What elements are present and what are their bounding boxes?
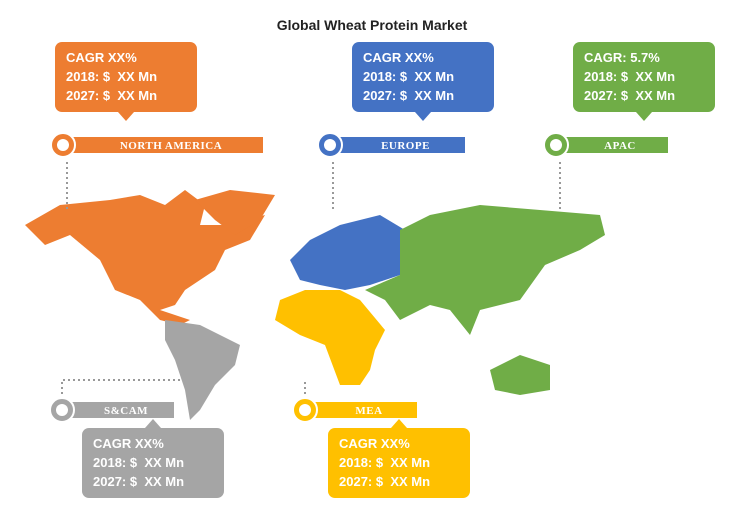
callout-line: 2018: $ XX Mn	[93, 455, 184, 470]
callout-box	[352, 42, 494, 112]
europe	[290, 215, 405, 290]
region-label: APAC	[604, 140, 636, 152]
world-map	[25, 190, 605, 420]
asia	[365, 205, 605, 335]
region-band	[330, 137, 465, 153]
region-label: NORTH AMERICA	[120, 140, 222, 152]
callout-line: 2027: $ XX Mn	[66, 88, 157, 103]
south-america	[165, 320, 240, 420]
callout-line: 2018: $ XX Mn	[363, 69, 454, 84]
callout-line: CAGR XX%	[93, 436, 164, 451]
region-band	[305, 402, 417, 418]
callout-box	[82, 428, 224, 498]
callout-line: 2018: $ XX Mn	[66, 69, 157, 84]
callout-box	[55, 42, 197, 112]
region-icon-inner	[299, 404, 311, 416]
callout-line: CAGR: 5.7%	[584, 50, 660, 65]
region-callout: NORTH AMERICA CAGR XX% 2018: $ XX Mn 2027: …	[50, 42, 263, 210]
callout-line: 2027: $ XX Mn	[584, 88, 675, 103]
region-icon-inner	[56, 404, 68, 416]
region-label: MEA	[355, 405, 382, 417]
region-band	[556, 137, 668, 153]
callout-line: 2027: $ XX Mn	[93, 474, 184, 489]
connector	[61, 379, 180, 394]
callout-line: 2027: $ XX Mn	[339, 474, 430, 489]
africa	[275, 290, 385, 385]
callout-line: CAGR XX%	[66, 50, 137, 65]
callout-line: 2018: $ XX Mn	[339, 455, 430, 470]
region-icon-inner	[57, 139, 69, 151]
callout-box	[328, 428, 470, 498]
callout-line: 2018: $ XX Mn	[584, 69, 675, 84]
callout-line: CAGR XX%	[363, 50, 434, 65]
callout-pointer	[415, 112, 431, 121]
region-label: EUROPE	[381, 140, 430, 152]
region-label: S&CAM	[104, 405, 148, 417]
north-america	[25, 190, 265, 325]
callout-pointer	[118, 112, 134, 121]
callout-pointer	[391, 419, 407, 428]
callout-box	[573, 42, 715, 112]
region-callout: S&CAM CAGR XX% 2018: $ XX Mn 2027: $ XX Mn	[49, 379, 224, 498]
region-icon-inner	[550, 139, 562, 151]
callout-line: 2027: $ XX Mn	[363, 88, 454, 103]
callout-line: CAGR XX%	[339, 436, 410, 451]
region-icon-inner	[324, 139, 336, 151]
callout-pointer	[145, 419, 161, 428]
region-band	[63, 137, 263, 153]
region-band	[62, 402, 174, 418]
greenland	[195, 190, 275, 235]
region-callout: EUROPE CAGR XX% 2018: $ XX Mn 2027: $ XX Mn	[317, 42, 494, 210]
region-callout: MEA CAGR XX% 2018: $ XX Mn 2027: $ XX Mn	[292, 380, 470, 498]
title: Global Wheat Protein Market	[277, 17, 468, 33]
callout-pointer	[636, 112, 652, 121]
australia	[490, 355, 550, 395]
region-callout: APAC CAGR: 5.7% 2018: $ XX Mn 2027: $ XX Mn	[543, 42, 715, 210]
